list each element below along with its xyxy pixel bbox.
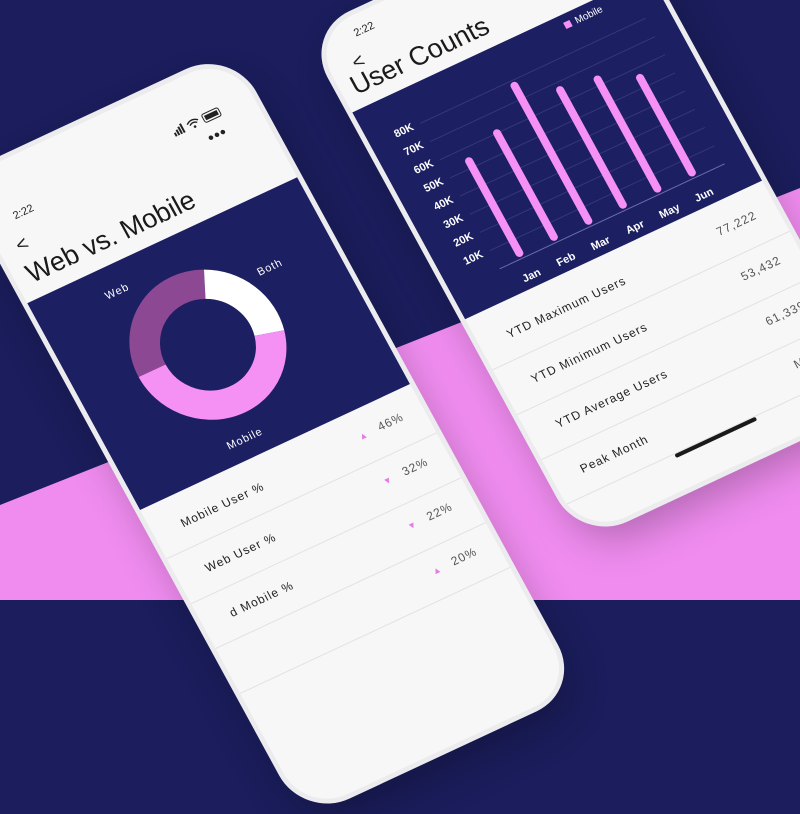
more-button[interactable]: ••• <box>204 123 231 147</box>
grid-line <box>459 90 686 197</box>
x-axis <box>499 163 725 270</box>
y-tick-label: 30K <box>442 212 466 231</box>
legend-label: Mobile <box>573 4 605 26</box>
bar-panel: 10K 20K 30K 40K 50K 60K 70K 80K Mobile Jan Feb Mar A… <box>352 0 763 320</box>
donut-segment <box>203 269 285 337</box>
y-tick-label: 10K <box>461 249 485 268</box>
row-value: ▼32% <box>381 454 431 487</box>
donut-label: Mobile <box>225 426 265 453</box>
bar <box>556 86 627 209</box>
donut-label: Both <box>255 257 285 279</box>
donut-chart: Web Both Mobile <box>103 257 287 453</box>
legend-swatch <box>563 19 573 30</box>
donut-segment <box>129 269 207 378</box>
bar <box>593 75 662 193</box>
x-tick-label: Jan <box>520 266 543 285</box>
donut-panel: Web Both Mobile <box>27 177 410 510</box>
x-tick-label: Mar <box>589 234 613 253</box>
status-icons <box>173 107 222 137</box>
bar <box>636 73 696 177</box>
row-value: ▲20% <box>430 544 480 577</box>
status-time: 2:22 <box>11 202 37 222</box>
y-tick-label: 70K <box>402 139 426 158</box>
row-value: ▲46% <box>356 409 407 442</box>
row-value-text: 46% <box>374 409 407 434</box>
row-value: 61,339 <box>762 298 800 329</box>
y-tick-label: 80K <box>392 121 416 140</box>
row-value: 77,222 <box>713 208 760 239</box>
row-value-text: 32% <box>399 454 431 479</box>
y-tick-label: 20K <box>452 230 476 249</box>
x-tick-label: Feb <box>555 250 579 269</box>
grid-line <box>479 127 706 233</box>
x-tick-label: May <box>657 201 683 221</box>
x-tick-label: Jun <box>693 186 717 205</box>
left-phone: 2:22 ••• < Web vs. Mobile Web Both Mobile … <box>0 54 576 814</box>
grid-line <box>420 17 646 124</box>
grid-line <box>449 72 676 179</box>
bar <box>510 81 593 225</box>
grid-line <box>469 108 696 215</box>
donut-segment <box>138 330 287 420</box>
x-tick-label: Apr <box>624 218 647 237</box>
right-phone: 2:22 < User Counts 10K 20K 30K 40K 50K 60K 70K… <box>310 0 800 537</box>
back-button[interactable]: < <box>11 232 33 257</box>
row-value: March <box>791 343 800 372</box>
row-label: d Mobile % <box>227 578 297 620</box>
bar <box>493 129 558 241</box>
grid-line <box>439 54 666 161</box>
grid-line <box>429 36 656 142</box>
donut-label: Web <box>103 281 132 302</box>
y-tick-label: 60K <box>412 158 436 177</box>
row-value-text: 22% <box>423 499 455 524</box>
grid-line <box>489 145 715 252</box>
bar <box>465 157 524 257</box>
row-label: Peak Month <box>577 432 651 476</box>
row-value-text: 20% <box>448 544 480 569</box>
y-tick-label: 40K <box>432 194 456 213</box>
row-value: 53,432 <box>738 253 784 284</box>
y-tick-label: 50K <box>422 176 446 195</box>
row-value: ▼22% <box>405 499 455 532</box>
status-time: 2:22 <box>351 19 377 40</box>
